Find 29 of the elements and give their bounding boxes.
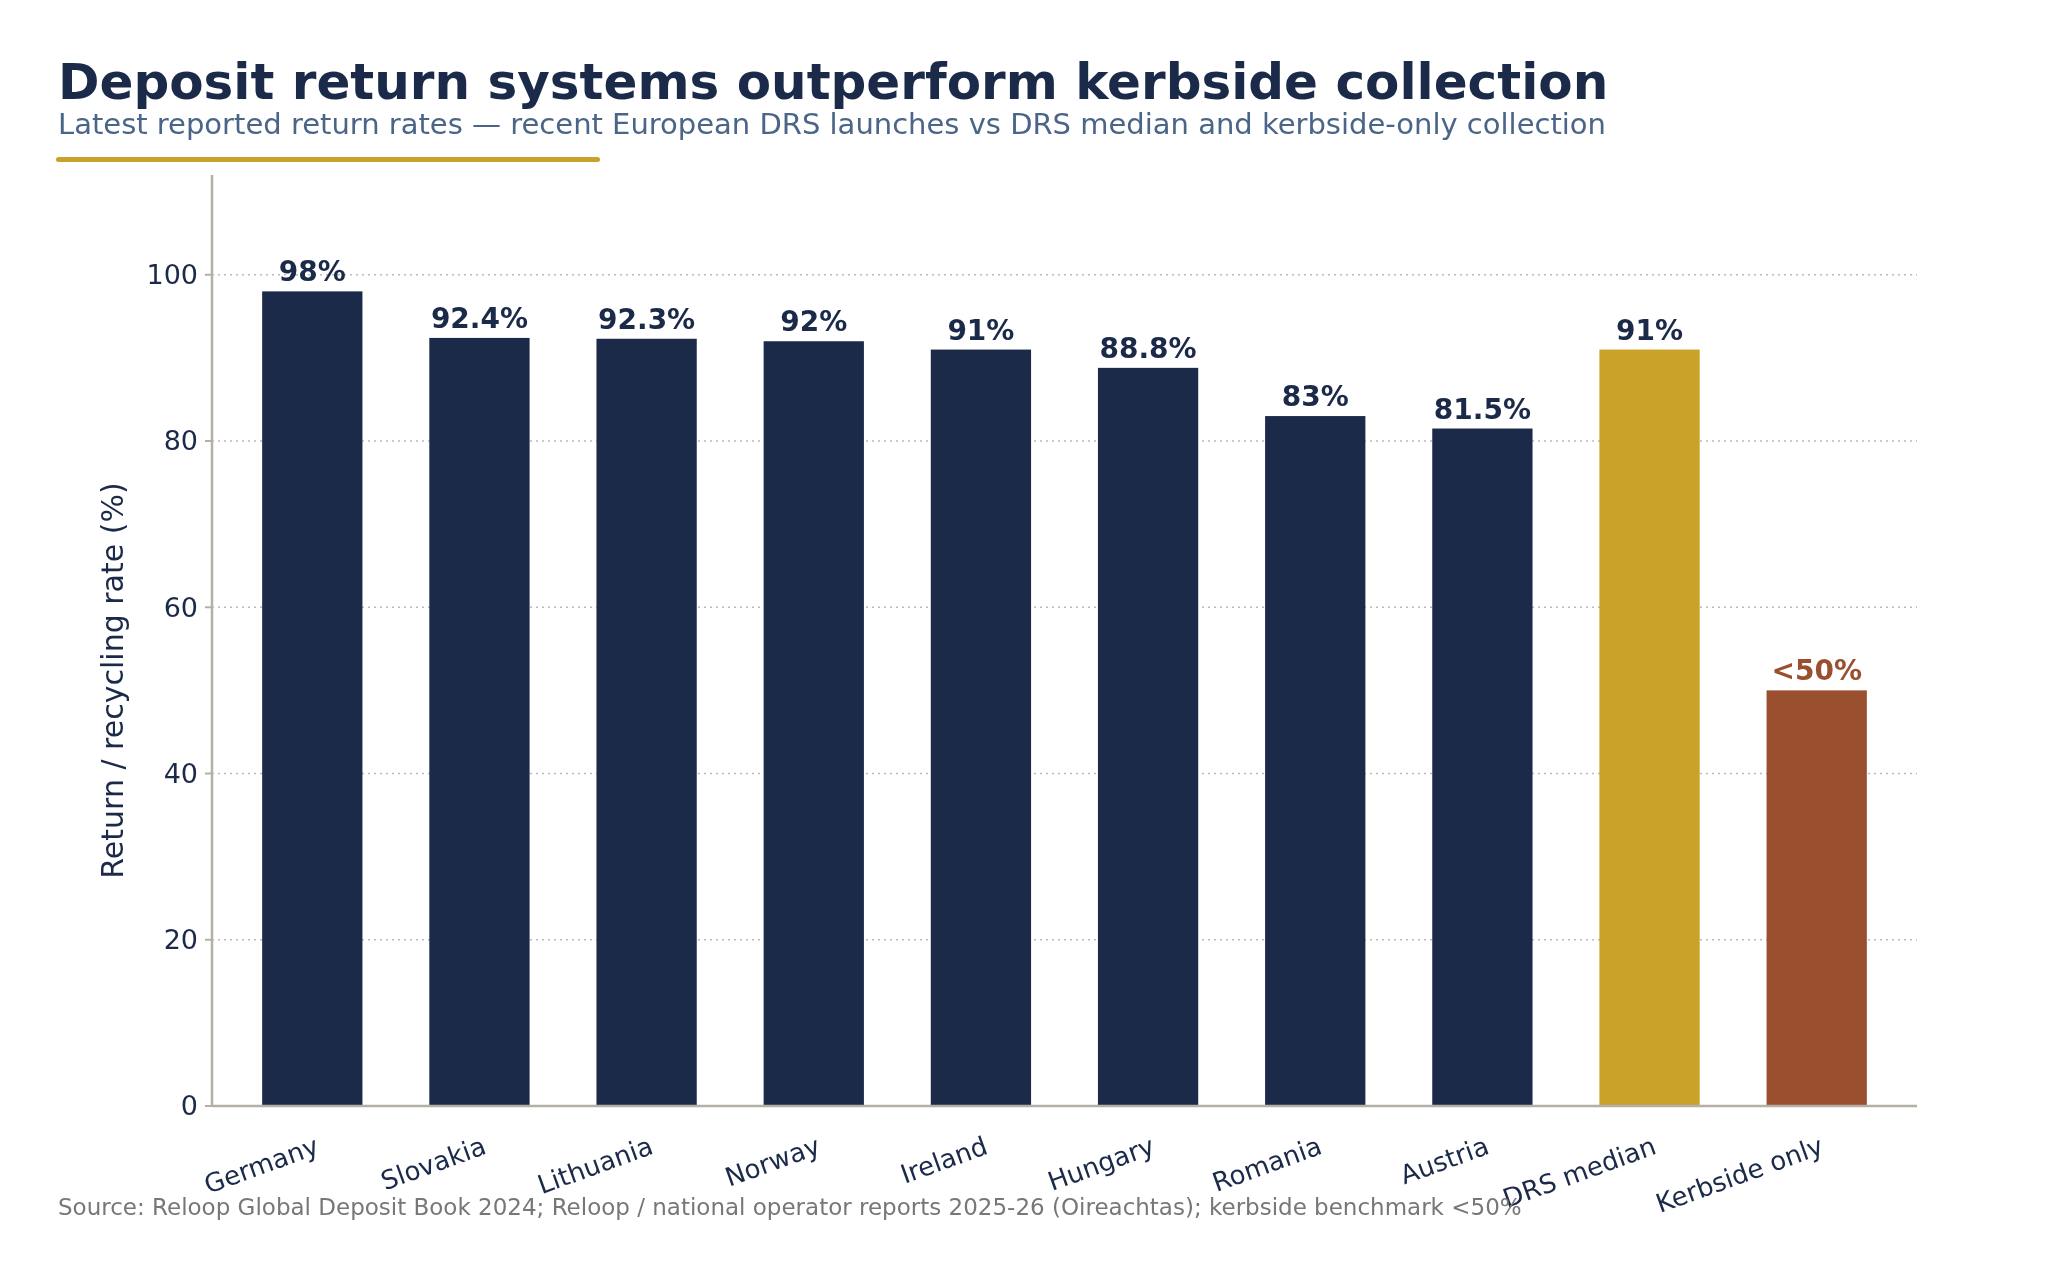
chart-title: Deposit return systems outperform kerbside collection (58, 53, 1609, 111)
bar (1766, 690, 1867, 1106)
data-label: <50% (1771, 654, 1862, 688)
y-tick-label: 100 (146, 259, 198, 291)
data-label: 92% (780, 305, 848, 339)
data-label: 81.5% (1433, 392, 1531, 426)
data-label: 91% (1616, 313, 1684, 347)
bar (596, 338, 697, 1106)
bar (429, 337, 530, 1106)
bar (1432, 428, 1533, 1106)
data-label: 98% (278, 255, 346, 289)
data-label: 83% (1281, 380, 1349, 414)
bar (930, 349, 1032, 1106)
bar (763, 341, 864, 1106)
x-tick-label: Austria (1396, 1130, 1493, 1191)
data-label: 92.3% (598, 302, 696, 336)
bar (1265, 416, 1366, 1106)
y-tick-label: 60 (163, 591, 198, 623)
bar (1097, 367, 1199, 1106)
y-tick-label: 40 (163, 757, 198, 789)
data-label: 88.8% (1099, 331, 1197, 365)
y-axis-title: Return / recycling rate (%) (95, 482, 130, 879)
y-tick-label: 0 (180, 1090, 198, 1122)
data-label: 91% (947, 313, 1015, 347)
bar (1599, 349, 1700, 1106)
y-tick-label: 80 (163, 425, 198, 457)
bar (262, 291, 363, 1106)
y-tick-label: 20 (163, 924, 198, 956)
data-label: 92.4% (430, 301, 529, 335)
